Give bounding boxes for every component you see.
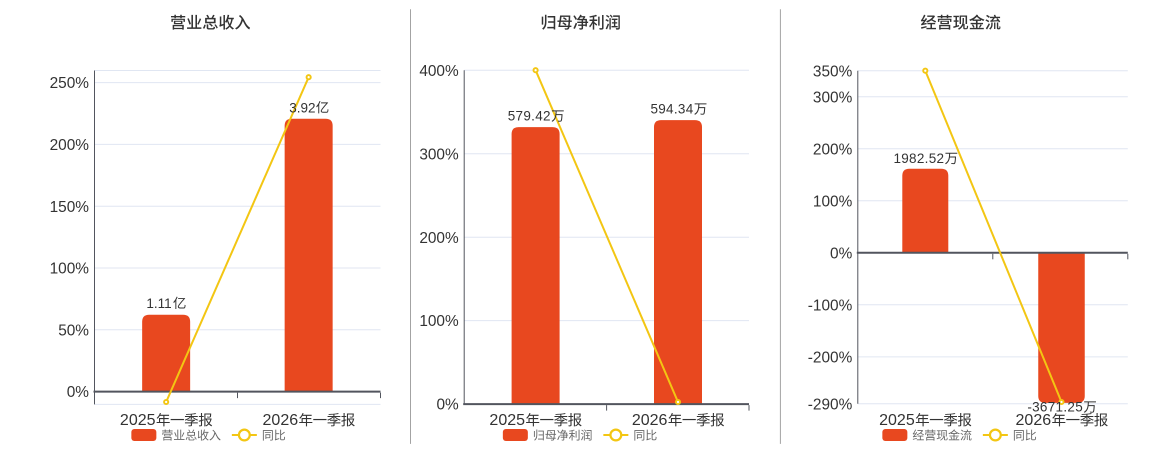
svg-text:2025: 2025 xyxy=(879,412,915,429)
svg-text:-290%: -290% xyxy=(808,396,853,413)
svg-text:-200%: -200% xyxy=(808,350,853,367)
svg-text:-3671.25: -3671.25 xyxy=(1027,400,1083,415)
svg-text:2026: 2026 xyxy=(632,412,668,429)
svg-text:3.92: 3.92 xyxy=(289,100,315,115)
svg-text:100%: 100% xyxy=(50,261,90,278)
svg-text:400%: 400% xyxy=(419,63,459,80)
svg-text:100%: 100% xyxy=(419,313,459,330)
svg-text:50%: 50% xyxy=(58,322,89,339)
svg-text:0%: 0% xyxy=(436,397,459,414)
svg-text:300%: 300% xyxy=(813,89,853,106)
svg-text:579.42: 579.42 xyxy=(508,109,551,124)
svg-text:2026: 2026 xyxy=(1016,412,1052,429)
svg-text:1.11: 1.11 xyxy=(146,296,171,311)
svg-text:150%: 150% xyxy=(50,199,90,216)
svg-text:300%: 300% xyxy=(419,146,459,163)
svg-text:200%: 200% xyxy=(813,141,853,158)
svg-text:200%: 200% xyxy=(419,230,459,247)
svg-text:100%: 100% xyxy=(813,193,853,210)
svg-text:594.34: 594.34 xyxy=(650,102,693,117)
svg-text:0%: 0% xyxy=(67,384,90,401)
svg-text:200%: 200% xyxy=(50,137,90,154)
svg-text:2025: 2025 xyxy=(489,412,525,429)
svg-text:1982.52: 1982.52 xyxy=(893,151,944,166)
svg-text:2026: 2026 xyxy=(263,412,299,429)
svg-text:250%: 250% xyxy=(50,75,90,92)
svg-text:350%: 350% xyxy=(813,63,853,80)
svg-text:0%: 0% xyxy=(830,245,853,262)
svg-text:2025: 2025 xyxy=(120,412,156,429)
svg-text:-100%: -100% xyxy=(808,297,853,314)
